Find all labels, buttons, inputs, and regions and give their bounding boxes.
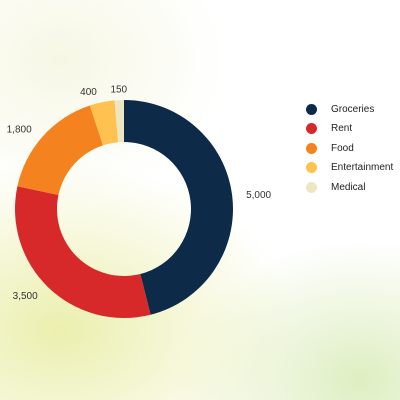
data-labels-group: 5,000 3,500 1,800 400 150 (7, 85, 272, 302)
data-label: 1,800 (7, 124, 32, 135)
slice-rent[interactable] (14, 186, 151, 318)
legend-swatch (306, 162, 317, 173)
legend-item[interactable]: Groceries (306, 103, 393, 115)
legend-item[interactable]: Entertainment (306, 162, 393, 174)
data-label: 150 (110, 85, 127, 96)
data-label: 3,500 (13, 291, 38, 302)
data-label: 5,000 (246, 190, 271, 201)
legend: Groceries Rent Food Entertainment Medica… (306, 103, 393, 201)
legend-swatch (306, 123, 317, 134)
legend-label: Medical (331, 181, 366, 193)
slice-medical[interactable] (114, 100, 124, 143)
legend-item[interactable]: Food (306, 142, 393, 154)
legend-label: Food (331, 142, 354, 154)
slices-group (14, 100, 234, 318)
legend-swatch (306, 181, 317, 193)
legend-swatch (306, 103, 317, 115)
legend-label: Groceries (331, 103, 375, 115)
legend-swatch (306, 142, 317, 154)
slice-entertainment[interactable] (89, 100, 119, 146)
legend-label: Entertainment (331, 162, 394, 173)
slice-groceries[interactable] (124, 100, 234, 315)
legend-label: Rent (331, 123, 353, 134)
data-label: 400 (80, 87, 97, 98)
slice-food[interactable] (17, 105, 104, 196)
legend-item[interactable]: Rent (306, 123, 393, 135)
legend-item[interactable]: Medical (306, 181, 393, 193)
